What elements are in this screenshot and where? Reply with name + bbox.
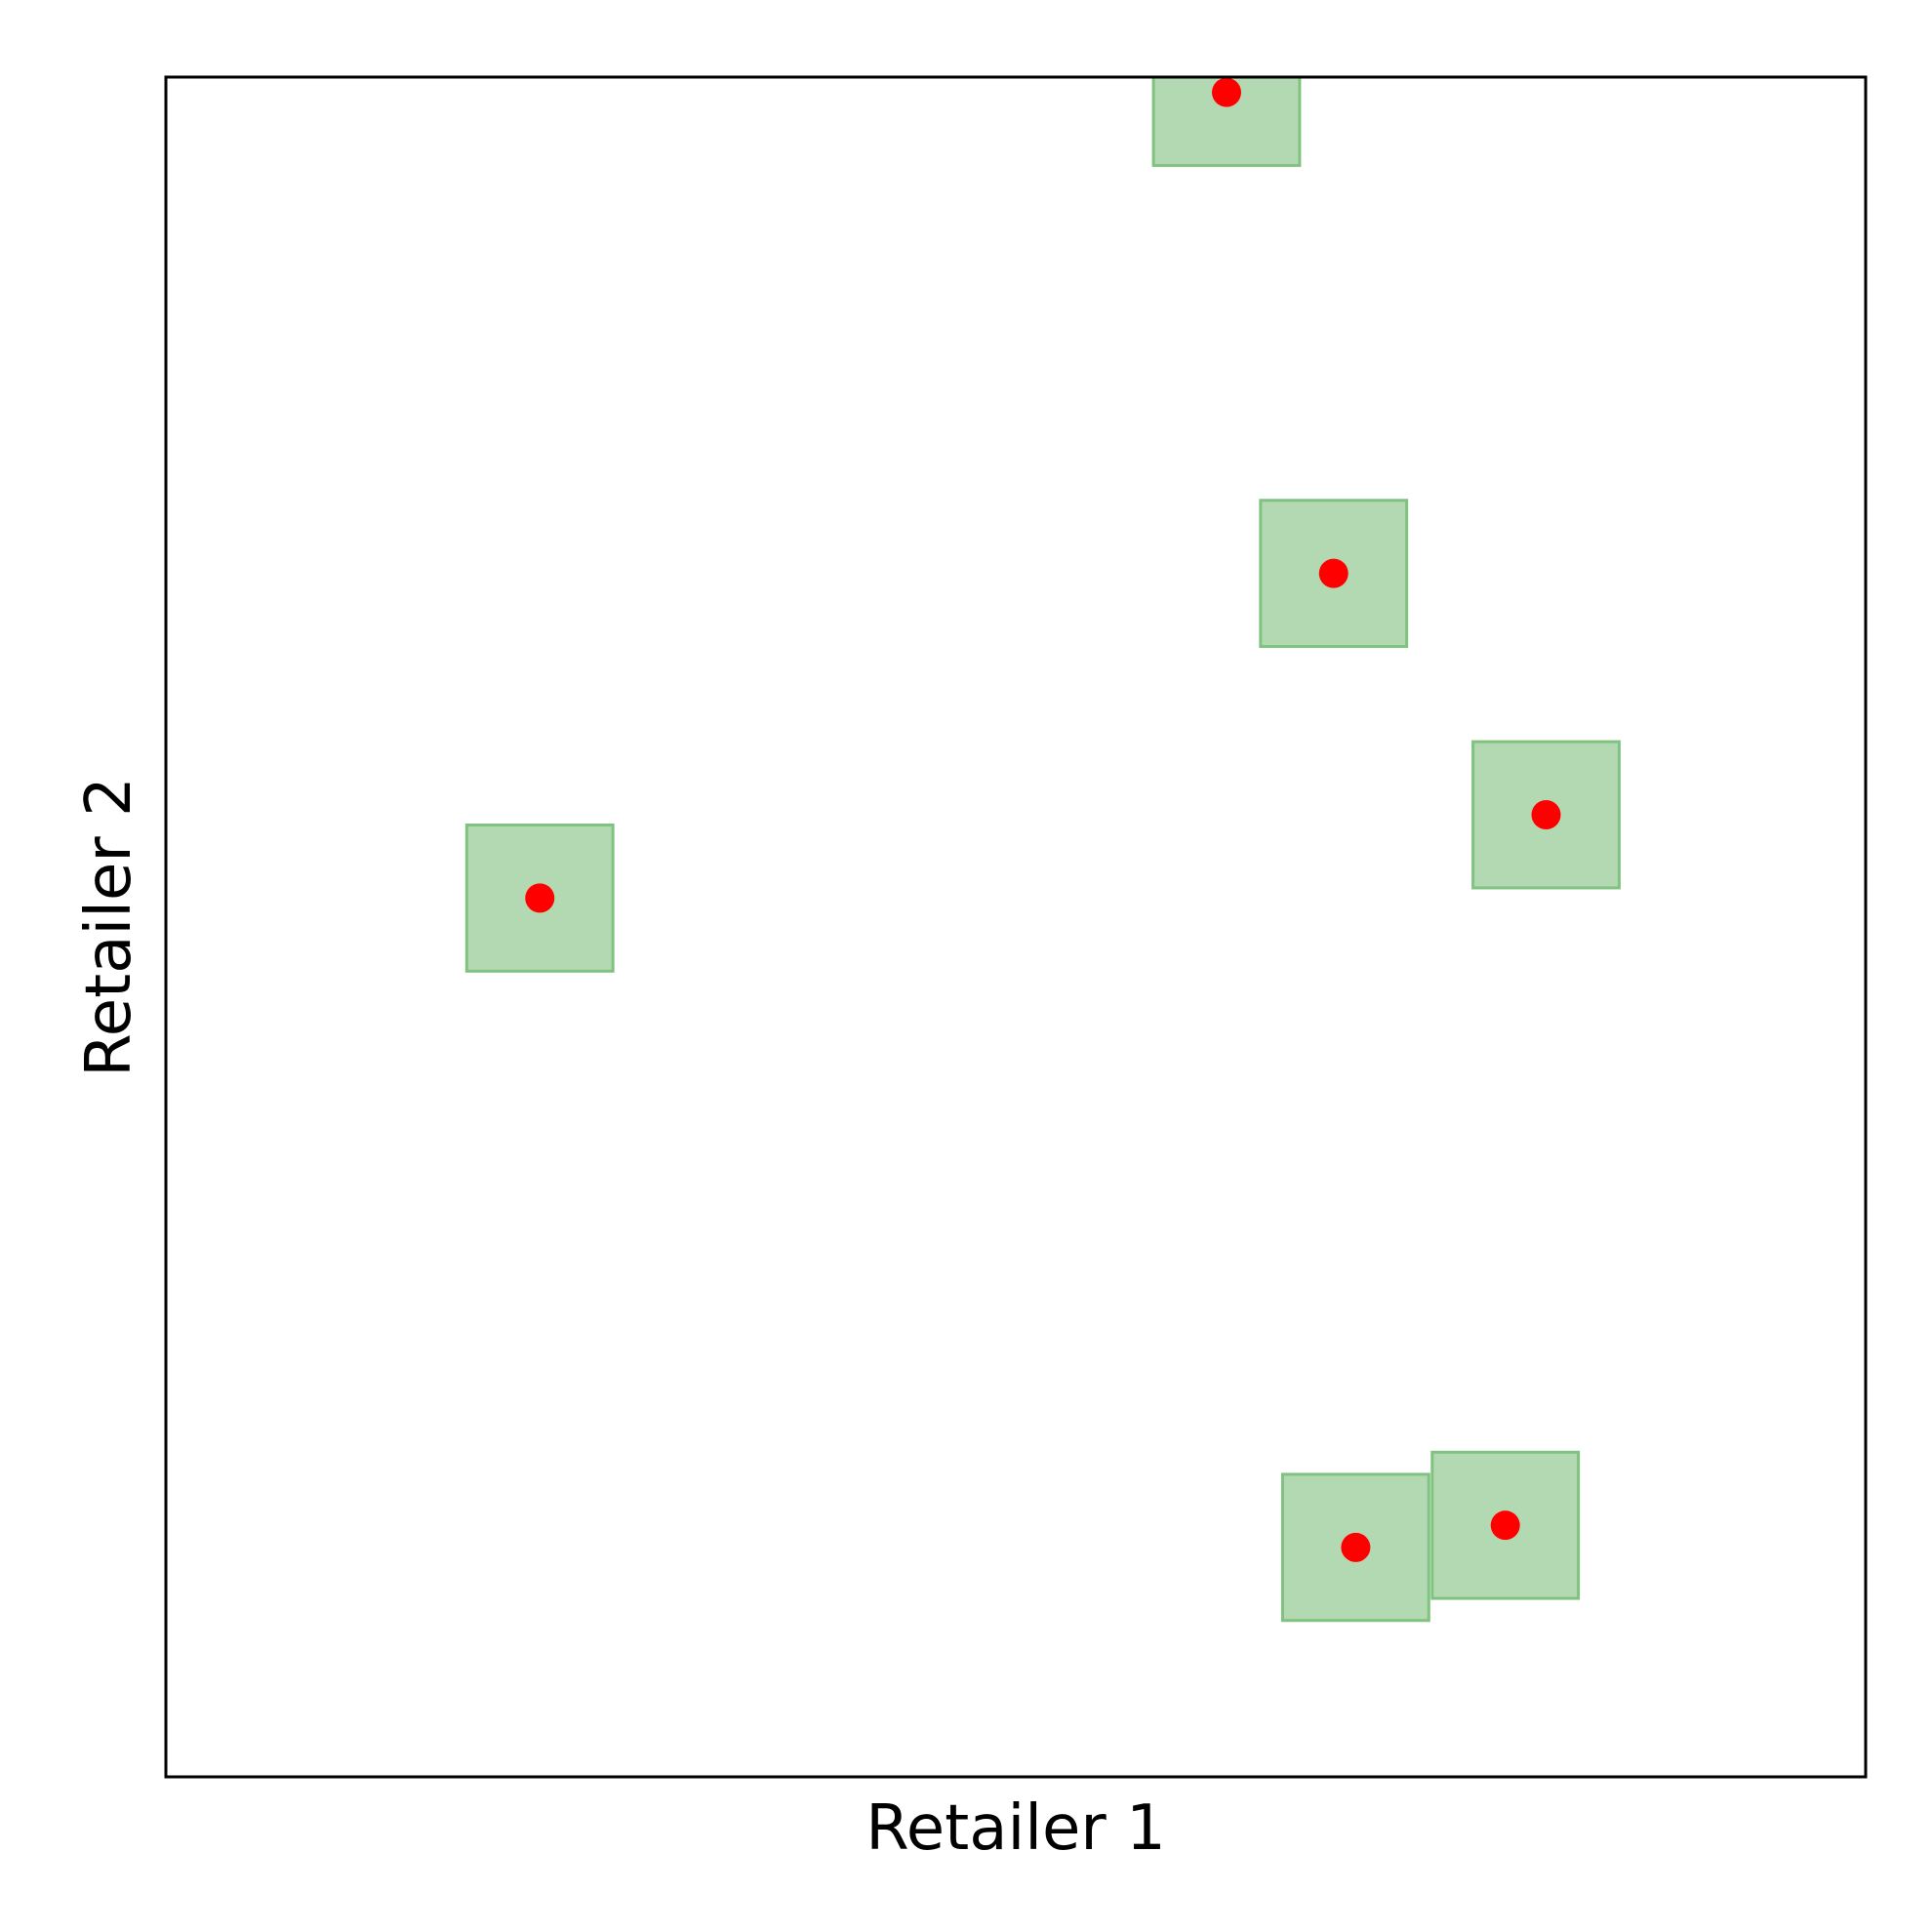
y-axis-label: Retailer 2 [73,777,145,1077]
data-point-5 [1341,1532,1371,1562]
data-point-2 [1318,558,1348,588]
plot-frame [164,75,1868,1779]
data-point-3 [1531,800,1561,830]
data-point-6 [1490,1510,1520,1541]
plot-marks [464,77,1621,1623]
x-axis-label: Retailer 1 [865,1792,1166,1865]
data-point-1 [1212,77,1242,107]
point-box-4 [464,823,615,973]
data-point-4 [525,883,555,913]
